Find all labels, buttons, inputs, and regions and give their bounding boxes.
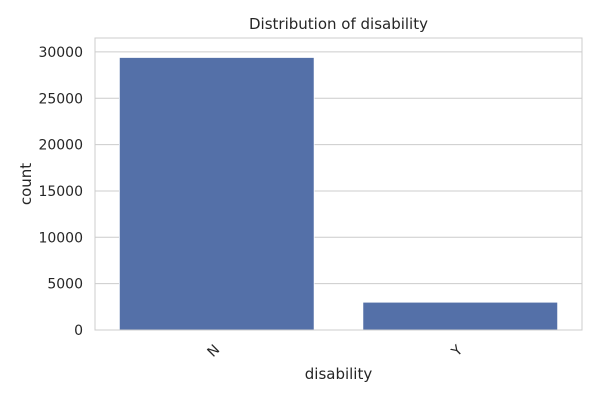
- y-tick-label: 5000: [47, 277, 83, 293]
- y-ticks: 0 5000 10000 15000 20000 25000 30000: [38, 45, 83, 339]
- x-tick-label: N: [205, 342, 224, 361]
- chart-title: Distribution of disability: [249, 15, 428, 33]
- x-tick-label: Y: [448, 342, 466, 360]
- y-tick-label: 30000: [38, 45, 83, 61]
- bar-n: [118, 57, 315, 331]
- x-axis-label: disability: [305, 365, 373, 383]
- y-tick-label: 10000: [38, 230, 83, 246]
- y-tick-label: 25000: [38, 91, 83, 107]
- y-tick-label: 15000: [38, 184, 83, 200]
- y-axis-label: count: [17, 163, 35, 205]
- bar-y: [362, 301, 559, 331]
- plot-frame: [94, 37, 583, 331]
- y-tick-label: 20000: [38, 138, 83, 154]
- y-tick-label: 0: [74, 323, 83, 339]
